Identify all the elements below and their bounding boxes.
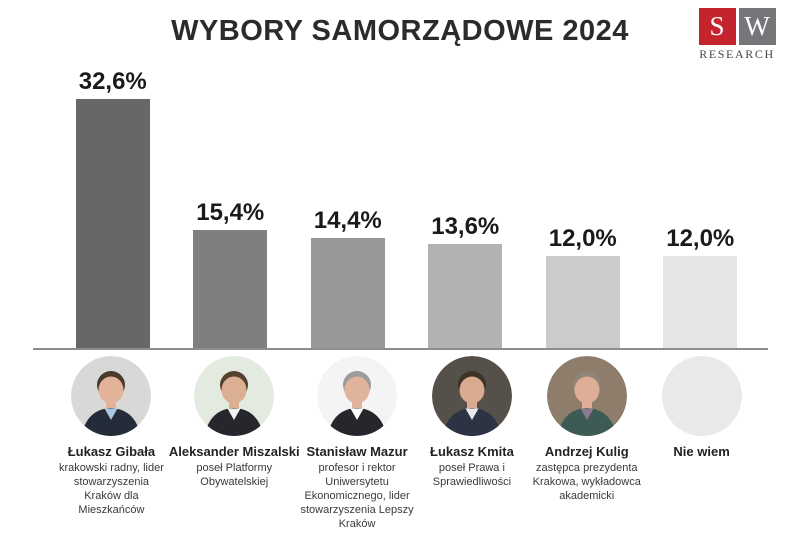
candidate-name: Stanisław Mazur: [306, 444, 408, 459]
candidate: Łukasz Kmita poseł Prawa i Sprawiedliwoś…: [414, 356, 529, 531]
candidate-name: Aleksander Miszalski: [168, 444, 300, 459]
sw-research-logo: S W RESEARCH: [696, 8, 778, 62]
logo-subtitle: RESEARCH: [699, 47, 775, 61]
logo-w-square: W: [738, 8, 776, 45]
candidate-photo: [431, 356, 512, 436]
candidate-description: krakowski radny, lider stowarzyszenia Kr…: [58, 462, 164, 517]
header: WYBORY SAMORZĄDOWE 2024 S W RESEARCH: [0, 0, 800, 64]
candidate: Andrzej Kulig zastępca prezydenta Krakow…: [529, 356, 644, 531]
bar: [310, 238, 385, 348]
candidates-row: Łukasz Gibała krakowski radny, lider sto…: [33, 356, 768, 531]
candidate-photo: [194, 356, 275, 436]
bar-column: 32,6%: [54, 68, 172, 348]
bars-row: 32,6% 15,4% 14,4% 13,6% 12,0% 12,0%: [33, 64, 768, 350]
candidate-name: Łukasz Gibała: [67, 444, 156, 459]
bar: [193, 230, 268, 348]
value-label: 15,4%: [196, 199, 265, 226]
value-label: 32,6%: [78, 68, 147, 95]
bar: [663, 256, 738, 348]
candidate: Nie wiem: [644, 356, 759, 531]
value-label: 13,6%: [431, 213, 500, 240]
candidate-description: profesor i rektor Uniwersytetu Ekonomicz…: [300, 462, 414, 531]
candidate-photo: [71, 356, 152, 436]
bar-column: 14,4%: [289, 207, 407, 348]
candidate-name: Nie wiem: [673, 444, 730, 459]
candidate-description: poseł Platformy Obywatelskiej: [196, 462, 273, 489]
value-label: 14,4%: [313, 207, 382, 234]
bar-chart: 32,6% 15,4% 14,4% 13,6% 12,0% 12,0%: [33, 64, 768, 531]
candidate-description: poseł Prawa i Sprawiedliwości: [432, 462, 512, 489]
candidate-description: zastępca prezydenta Krakowa, wykładowca …: [532, 462, 641, 503]
bar-column: 15,4%: [172, 199, 290, 348]
candidate: Łukasz Gibała krakowski radny, lider sto…: [54, 356, 169, 531]
bar-column: 12,0%: [524, 225, 642, 348]
value-label: 12,0%: [548, 225, 617, 252]
candidate-name: Andrzej Kulig: [544, 444, 629, 459]
bar-column: 12,0%: [642, 225, 760, 348]
candidate-name: Łukasz Kmita: [430, 444, 514, 459]
candidate-photo: [317, 356, 398, 436]
candidate-photo: [546, 356, 627, 436]
value-label: 12,0%: [666, 225, 735, 252]
bar: [428, 244, 503, 348]
bar: [75, 99, 150, 348]
candidate: Stanisław Mazur profesor i rektor Uniwer…: [300, 356, 415, 531]
logo-squares: S W: [696, 8, 778, 45]
page-title: WYBORY SAMORZĄDOWE 2024: [171, 15, 629, 47]
candidate: Aleksander Miszalski poseł Platformy Oby…: [169, 356, 300, 531]
candidate-photo: [661, 356, 742, 436]
bar-column: 13,6%: [407, 213, 525, 348]
bar: [545, 256, 620, 348]
logo-s-square: S: [698, 8, 736, 45]
